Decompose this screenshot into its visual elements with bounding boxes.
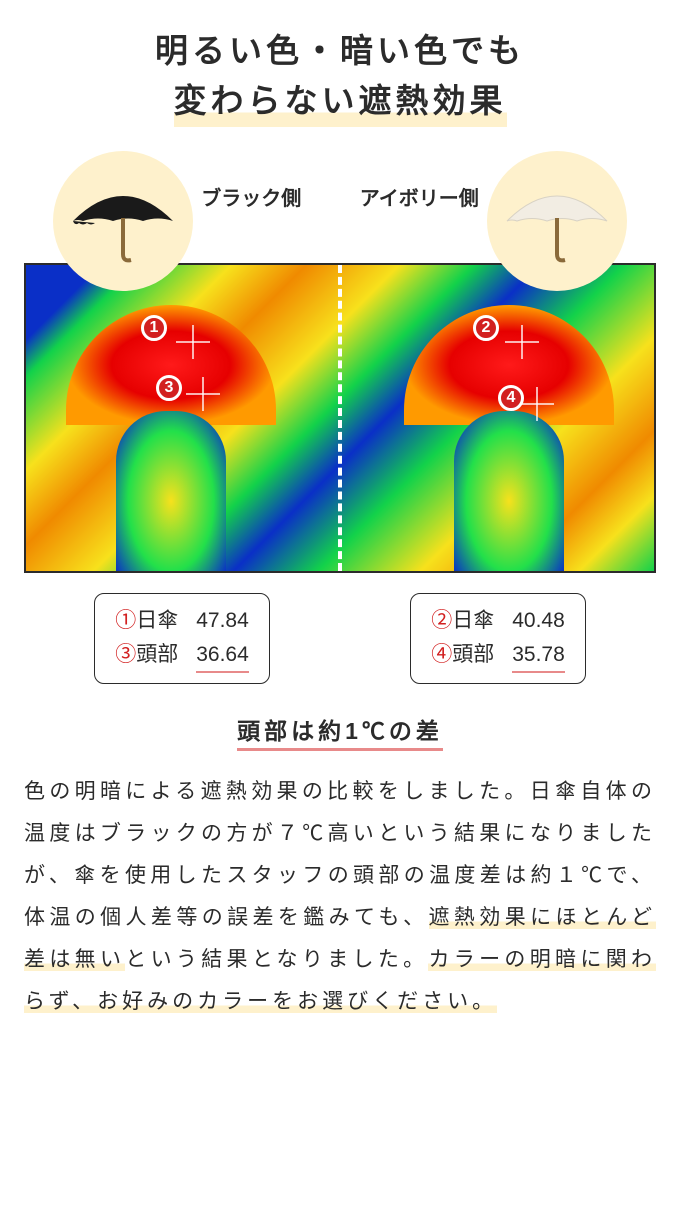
umbrella-ivory-circle <box>487 151 627 291</box>
data-right-line2: ④頭部 35.78 <box>431 638 565 674</box>
crosshair-2 <box>505 325 539 359</box>
value-umbrella-right: 40.48 <box>512 604 565 638</box>
umbrella-black-icon <box>63 176 183 266</box>
data-row: ①日傘 47.84 ③頭部 36.64 ②日傘 40.48 ④頭部 35.78 <box>24 593 656 684</box>
main-title: 明るい色・暗い色でも 変わらない遮熱効果 <box>24 28 656 127</box>
thermal-body-right <box>454 411 564 573</box>
marker-label-4: ④ <box>431 643 452 666</box>
crosshair-4 <box>520 387 554 421</box>
data-box-right: ②日傘 40.48 ④頭部 35.78 <box>410 593 586 684</box>
body-part-1b: という結果となりました。 <box>125 947 428 971</box>
data-right-line1: ②日傘 40.48 <box>431 604 565 638</box>
mid-heading-text: 頭部は約1℃の差 <box>237 718 443 751</box>
umbrella-black-circle <box>53 151 193 291</box>
marker-label-1: ① <box>115 609 136 632</box>
ivory-side-label: アイボリー側 <box>360 182 479 211</box>
thermal-image: 1 2 3 4 <box>24 263 656 573</box>
marker-4: 4 <box>498 385 524 411</box>
thermal-divider <box>338 265 342 571</box>
marker-label-3: ③ <box>115 643 136 666</box>
value-umbrella-left: 47.84 <box>196 604 249 638</box>
umbrellas-row: ブラック側 アイボリー側 <box>24 151 656 291</box>
marker-3: 3 <box>156 375 182 401</box>
crosshair-3 <box>186 377 220 411</box>
value-head-right: 35.78 <box>512 638 565 674</box>
body-paragraph: 色の明暗による遮熱効果の比較をしました。日傘自体の温度はブラックの方が７℃高いと… <box>24 770 656 1022</box>
umbrella-ivory-icon <box>497 176 617 266</box>
label-umbrella-right: 日傘 <box>452 609 494 632</box>
umbrella-black-block: ブラック側 <box>53 151 301 291</box>
mid-heading: 頭部は約1℃の差 <box>24 712 656 746</box>
crosshair-1 <box>176 325 210 359</box>
data-left-line1: ①日傘 47.84 <box>115 604 249 638</box>
label-umbrella-left: 日傘 <box>136 609 178 632</box>
thermal-umbrella-left <box>66 305 276 425</box>
data-box-left: ①日傘 47.84 ③頭部 36.64 <box>94 593 270 684</box>
comparison-section: ブラック側 アイボリー側 1 2 3 4 <box>24 151 656 573</box>
title-line-1: 明るい色・暗い色でも <box>155 34 525 70</box>
label-head-left: 頭部 <box>136 643 178 666</box>
label-head-right: 頭部 <box>452 643 494 666</box>
title-line-2: 変わらない遮熱効果 <box>174 78 507 128</box>
thermal-body-left <box>116 411 226 573</box>
marker-label-2: ② <box>431 609 452 632</box>
marker-1: 1 <box>141 315 167 341</box>
black-side-label: ブラック側 <box>201 182 301 211</box>
marker-2: 2 <box>473 315 499 341</box>
value-head-left: 36.64 <box>196 638 249 674</box>
data-left-line2: ③頭部 36.64 <box>115 638 249 674</box>
umbrella-ivory-block: アイボリー側 <box>360 151 627 291</box>
